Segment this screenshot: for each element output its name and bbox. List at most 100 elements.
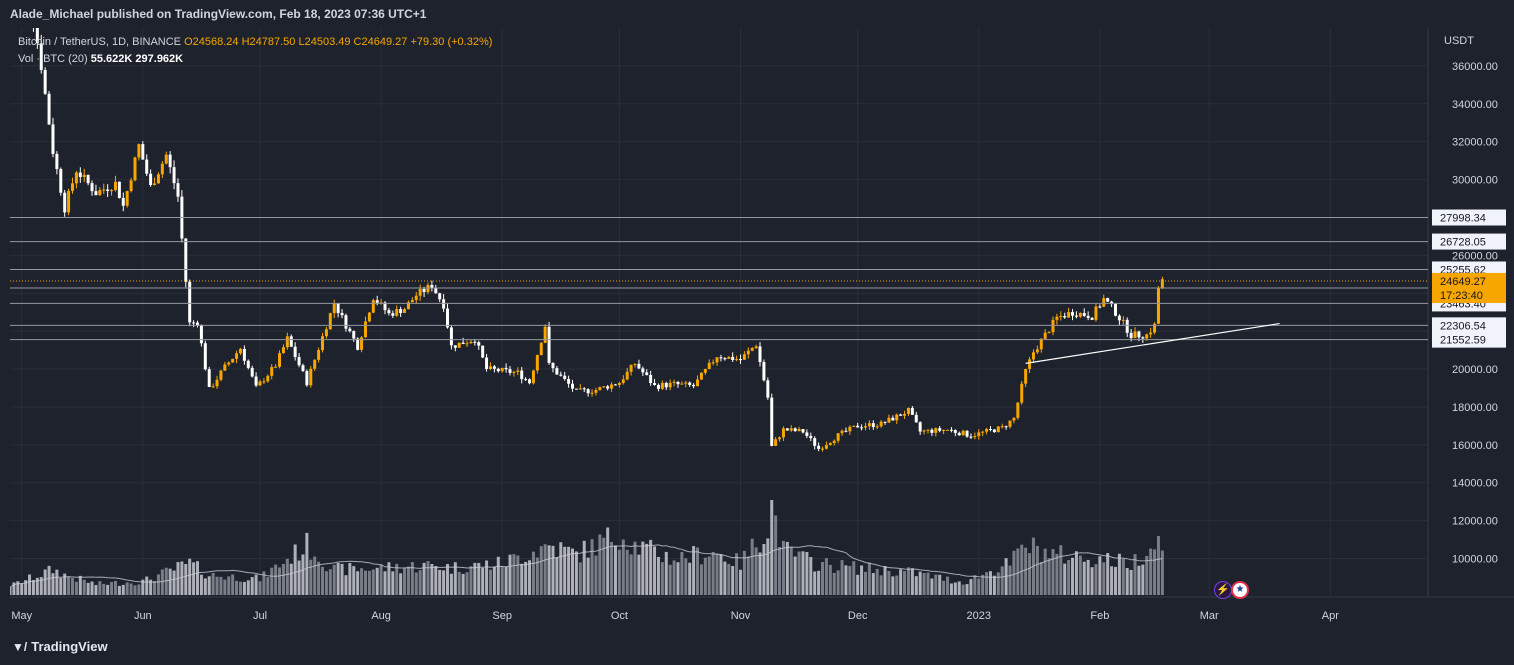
volume-bar <box>797 551 801 595</box>
candle-body <box>1149 332 1153 335</box>
candle-body <box>996 426 1000 433</box>
volume-bar <box>278 567 282 595</box>
candle-body <box>477 342 481 346</box>
us-flag-icon[interactable]: ★ <box>1231 581 1249 599</box>
tradingview-logo[interactable]: ▼/TradingView <box>12 639 108 654</box>
volume-bar <box>719 554 723 595</box>
candle-body <box>278 353 282 367</box>
candle-body <box>586 389 590 394</box>
volume-bar <box>51 573 55 595</box>
candle-body <box>317 350 321 360</box>
volume-bar <box>20 583 24 595</box>
candle-body <box>1067 312 1071 318</box>
volume-bar <box>1059 545 1063 595</box>
candle-body <box>309 368 313 386</box>
candle-body <box>1031 352 1035 360</box>
candle-body <box>262 381 266 383</box>
candle-body <box>149 173 153 185</box>
volume-bar <box>664 551 668 595</box>
volume-bar <box>399 573 403 595</box>
candle-body <box>926 429 930 431</box>
x-tick-label: Sep <box>492 610 512 622</box>
x-tick-label: Apr <box>1322 610 1339 622</box>
volume-bar <box>426 561 430 595</box>
candle-body <box>137 144 141 158</box>
volume-bar <box>1035 545 1039 595</box>
candle-body <box>778 437 782 440</box>
candle-body <box>910 407 914 415</box>
volume-bar <box>707 556 711 595</box>
candle-body <box>160 163 164 175</box>
volume-bar <box>215 576 219 595</box>
candle-body <box>594 390 598 393</box>
candle-body <box>602 386 606 388</box>
candle-body <box>551 362 555 369</box>
lightning-icon[interactable]: ⚡ <box>1214 581 1232 599</box>
volume-bar <box>590 539 594 595</box>
volume-bar <box>383 571 387 595</box>
volume-bar <box>871 573 875 595</box>
candle-body <box>1008 420 1012 427</box>
level-price-tag <box>1432 317 1506 334</box>
candle-body <box>242 348 246 361</box>
candle-body <box>406 302 410 310</box>
candle-body <box>485 357 489 370</box>
candle-body <box>891 417 895 421</box>
volume-bar <box>340 563 344 595</box>
candle-body <box>1145 334 1149 339</box>
candle-body <box>168 154 172 168</box>
candle-body <box>914 414 918 423</box>
candle-body <box>1125 319 1129 333</box>
volume-bar <box>942 580 946 595</box>
candle-body <box>449 327 453 346</box>
volume-bar <box>653 546 657 595</box>
volume-bar <box>781 540 785 595</box>
volume-bar <box>1117 553 1121 595</box>
volume-bar <box>336 562 340 595</box>
volume-bar <box>1094 564 1098 595</box>
volume-bar <box>434 566 438 595</box>
volume-bar <box>379 564 383 595</box>
volume-bar <box>625 549 629 595</box>
candle-body <box>610 384 614 389</box>
candle-body <box>71 183 75 191</box>
volume-bar <box>524 561 528 595</box>
volume-bar <box>641 541 645 595</box>
volume-bar <box>910 568 914 595</box>
candle-body <box>1078 312 1082 317</box>
candle-body <box>649 375 653 384</box>
volume-bar <box>1067 560 1071 595</box>
candle-body <box>438 293 442 300</box>
close-value: C24649.27 <box>353 36 408 48</box>
candle-body <box>332 303 336 314</box>
candle-body <box>1043 332 1047 339</box>
volume-bar <box>930 578 934 595</box>
candle-body <box>692 384 696 387</box>
candle-body <box>399 309 403 313</box>
volume-bar <box>988 571 992 595</box>
symbol-name[interactable]: Bitcoin / TetherUS, 1D, BINANCE <box>18 36 182 48</box>
volume-bar <box>297 560 301 595</box>
volume-bar <box>672 560 676 595</box>
volume-bar <box>969 579 973 595</box>
candle-body <box>426 285 430 293</box>
volume-bar <box>543 544 547 595</box>
volume-bar <box>1106 553 1110 595</box>
volume-bar <box>477 562 481 595</box>
low-value: L24503.49 <box>298 36 351 48</box>
volume-bar <box>1141 564 1145 595</box>
price-chart[interactable]: 10000.00 12000.00 14000.00 16000.00 18000.00… <box>10 28 1514 628</box>
volume-bar <box>149 579 153 595</box>
candle-body <box>270 366 274 376</box>
volume-bar <box>961 584 965 595</box>
volume-label[interactable]: Vol · BTC (20) <box>18 53 88 65</box>
candle-body <box>496 368 500 372</box>
candle-body <box>1082 312 1086 316</box>
y-tick-label: 20000.00 <box>1452 364 1498 376</box>
volume-bar <box>391 571 395 595</box>
candle-body <box>813 438 817 446</box>
candle-body <box>1012 417 1016 421</box>
candle-body <box>74 172 78 184</box>
candle-body <box>363 321 367 338</box>
volume-bar <box>43 569 47 595</box>
